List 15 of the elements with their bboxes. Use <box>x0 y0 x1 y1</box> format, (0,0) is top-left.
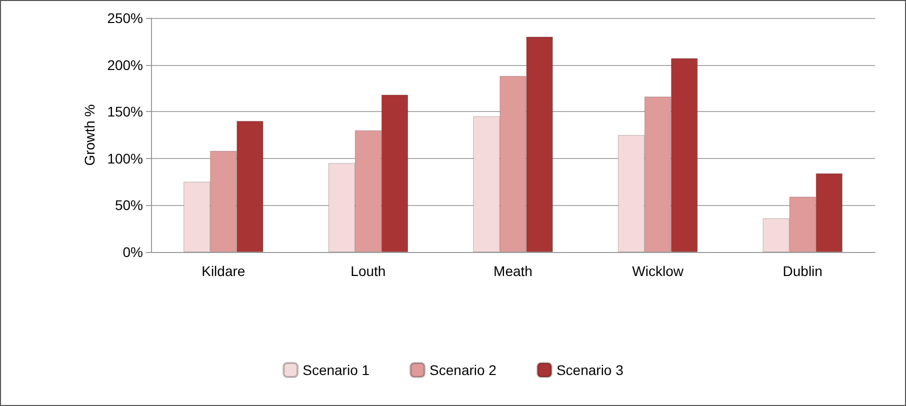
y-tick-label: 250% <box>107 10 143 26</box>
y-tick-label: 0% <box>122 244 143 260</box>
y-tick-label: 50% <box>114 197 143 214</box>
x-tick-label: Meath <box>494 263 532 279</box>
y-tick-label: 150% <box>107 104 143 120</box>
legend-label: Scenario 2 <box>430 362 497 378</box>
y-tick-label: 200% <box>107 56 143 73</box>
x-tick-label: Kildare <box>202 263 246 279</box>
legend-label: Scenario 3 <box>556 362 624 378</box>
x-tick-label: Wicklow <box>632 263 684 279</box>
y-axis-title: Growth % <box>81 104 98 166</box>
y-tick-label: 100% <box>107 150 143 166</box>
x-tick-label: Louth <box>350 263 386 279</box>
x-tick-label: Dublin <box>782 263 822 279</box>
legend-label: Scenario 1 <box>302 362 370 378</box>
